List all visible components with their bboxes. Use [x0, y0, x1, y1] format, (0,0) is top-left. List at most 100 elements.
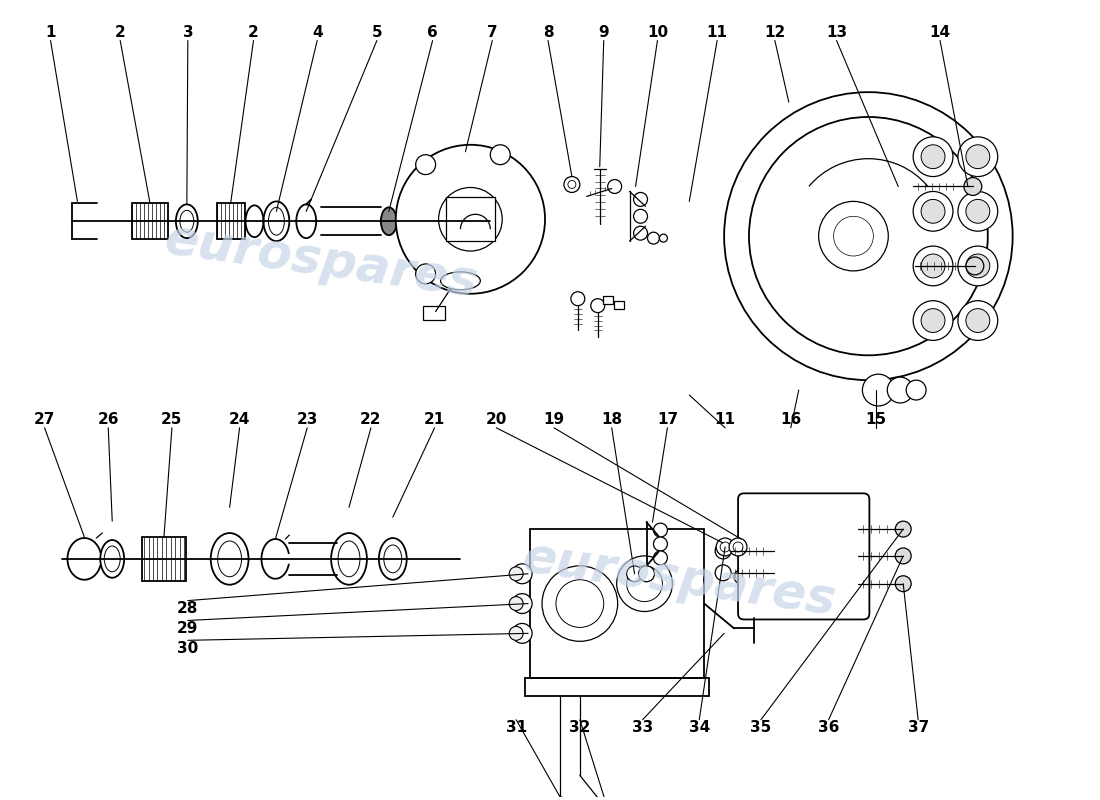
Circle shape [913, 301, 953, 341]
Text: 1: 1 [45, 25, 56, 40]
Text: 32: 32 [569, 720, 591, 735]
Circle shape [509, 626, 524, 640]
Text: 27: 27 [34, 412, 55, 427]
Text: 21: 21 [424, 412, 446, 427]
Circle shape [720, 542, 730, 552]
Bar [422, 306, 444, 319]
Circle shape [416, 154, 436, 174]
Text: 35: 35 [750, 720, 771, 735]
Circle shape [653, 537, 668, 551]
Text: 11: 11 [706, 25, 728, 40]
Text: 23: 23 [297, 412, 318, 427]
Text: 30: 30 [177, 641, 198, 656]
Circle shape [895, 521, 911, 537]
Text: eurospares: eurospares [519, 533, 839, 625]
Text: 2: 2 [249, 25, 258, 40]
Circle shape [509, 597, 524, 610]
Circle shape [906, 380, 926, 400]
Text: 11: 11 [715, 412, 736, 427]
Text: 29: 29 [177, 621, 198, 636]
Circle shape [958, 301, 998, 341]
FancyBboxPatch shape [738, 494, 869, 619]
Text: 9: 9 [598, 25, 609, 40]
Circle shape [607, 179, 621, 194]
Circle shape [653, 523, 668, 537]
Circle shape [781, 543, 796, 559]
Circle shape [556, 580, 604, 627]
Circle shape [958, 246, 998, 286]
Circle shape [734, 540, 748, 554]
Circle shape [834, 216, 873, 256]
Text: 10: 10 [647, 25, 668, 40]
Circle shape [716, 538, 734, 556]
Circle shape [818, 202, 889, 271]
Circle shape [964, 178, 982, 195]
Circle shape [913, 191, 953, 231]
Text: 14: 14 [930, 25, 950, 40]
Circle shape [571, 292, 585, 306]
Circle shape [921, 309, 945, 333]
Text: 33: 33 [631, 720, 653, 735]
Circle shape [659, 234, 668, 242]
Circle shape [966, 145, 990, 169]
Text: 22: 22 [360, 412, 382, 427]
Bar [446, 198, 495, 241]
Text: 7: 7 [487, 25, 497, 40]
Text: 2: 2 [114, 25, 125, 40]
Bar [132, 203, 168, 239]
Circle shape [966, 257, 983, 275]
Circle shape [542, 566, 618, 642]
Circle shape [781, 565, 796, 581]
Circle shape [513, 564, 532, 584]
Circle shape [509, 567, 524, 581]
Circle shape [634, 226, 648, 240]
Circle shape [491, 145, 510, 165]
Circle shape [653, 551, 668, 565]
Circle shape [591, 298, 605, 313]
Text: 31: 31 [506, 720, 527, 735]
Circle shape [416, 264, 436, 284]
Text: 19: 19 [543, 412, 564, 427]
Text: 12: 12 [764, 25, 785, 40]
Text: 28: 28 [177, 601, 198, 616]
Text: 18: 18 [601, 412, 623, 427]
Text: 25: 25 [162, 412, 183, 427]
Bar [530, 529, 704, 678]
Text: 6: 6 [427, 25, 438, 40]
Text: 5: 5 [372, 25, 382, 40]
Text: 15: 15 [866, 412, 887, 427]
Circle shape [966, 199, 990, 223]
Text: 3: 3 [183, 25, 194, 40]
Text: 20: 20 [485, 412, 507, 427]
Circle shape [958, 191, 998, 231]
Circle shape [734, 570, 748, 584]
Circle shape [634, 193, 648, 206]
Circle shape [396, 145, 544, 294]
Circle shape [513, 594, 532, 614]
Circle shape [617, 556, 672, 611]
Circle shape [439, 187, 503, 251]
Text: 34: 34 [689, 720, 710, 735]
Bar [217, 203, 244, 239]
Circle shape [862, 374, 894, 406]
Text: 16: 16 [780, 412, 802, 427]
Circle shape [715, 543, 732, 559]
Text: 36: 36 [818, 720, 839, 735]
Text: 4: 4 [312, 25, 322, 40]
Circle shape [513, 623, 532, 643]
Circle shape [895, 576, 911, 592]
Circle shape [639, 566, 654, 582]
Circle shape [958, 137, 998, 177]
Circle shape [966, 254, 990, 278]
Circle shape [921, 254, 945, 278]
Circle shape [648, 232, 659, 244]
Circle shape [627, 566, 642, 582]
Circle shape [888, 377, 913, 403]
Circle shape [634, 210, 648, 223]
Text: 13: 13 [826, 25, 847, 40]
Text: eurospares: eurospares [162, 215, 481, 306]
Circle shape [627, 566, 662, 602]
Text: 17: 17 [657, 412, 678, 427]
Text: 24: 24 [229, 412, 251, 427]
Circle shape [913, 137, 953, 177]
